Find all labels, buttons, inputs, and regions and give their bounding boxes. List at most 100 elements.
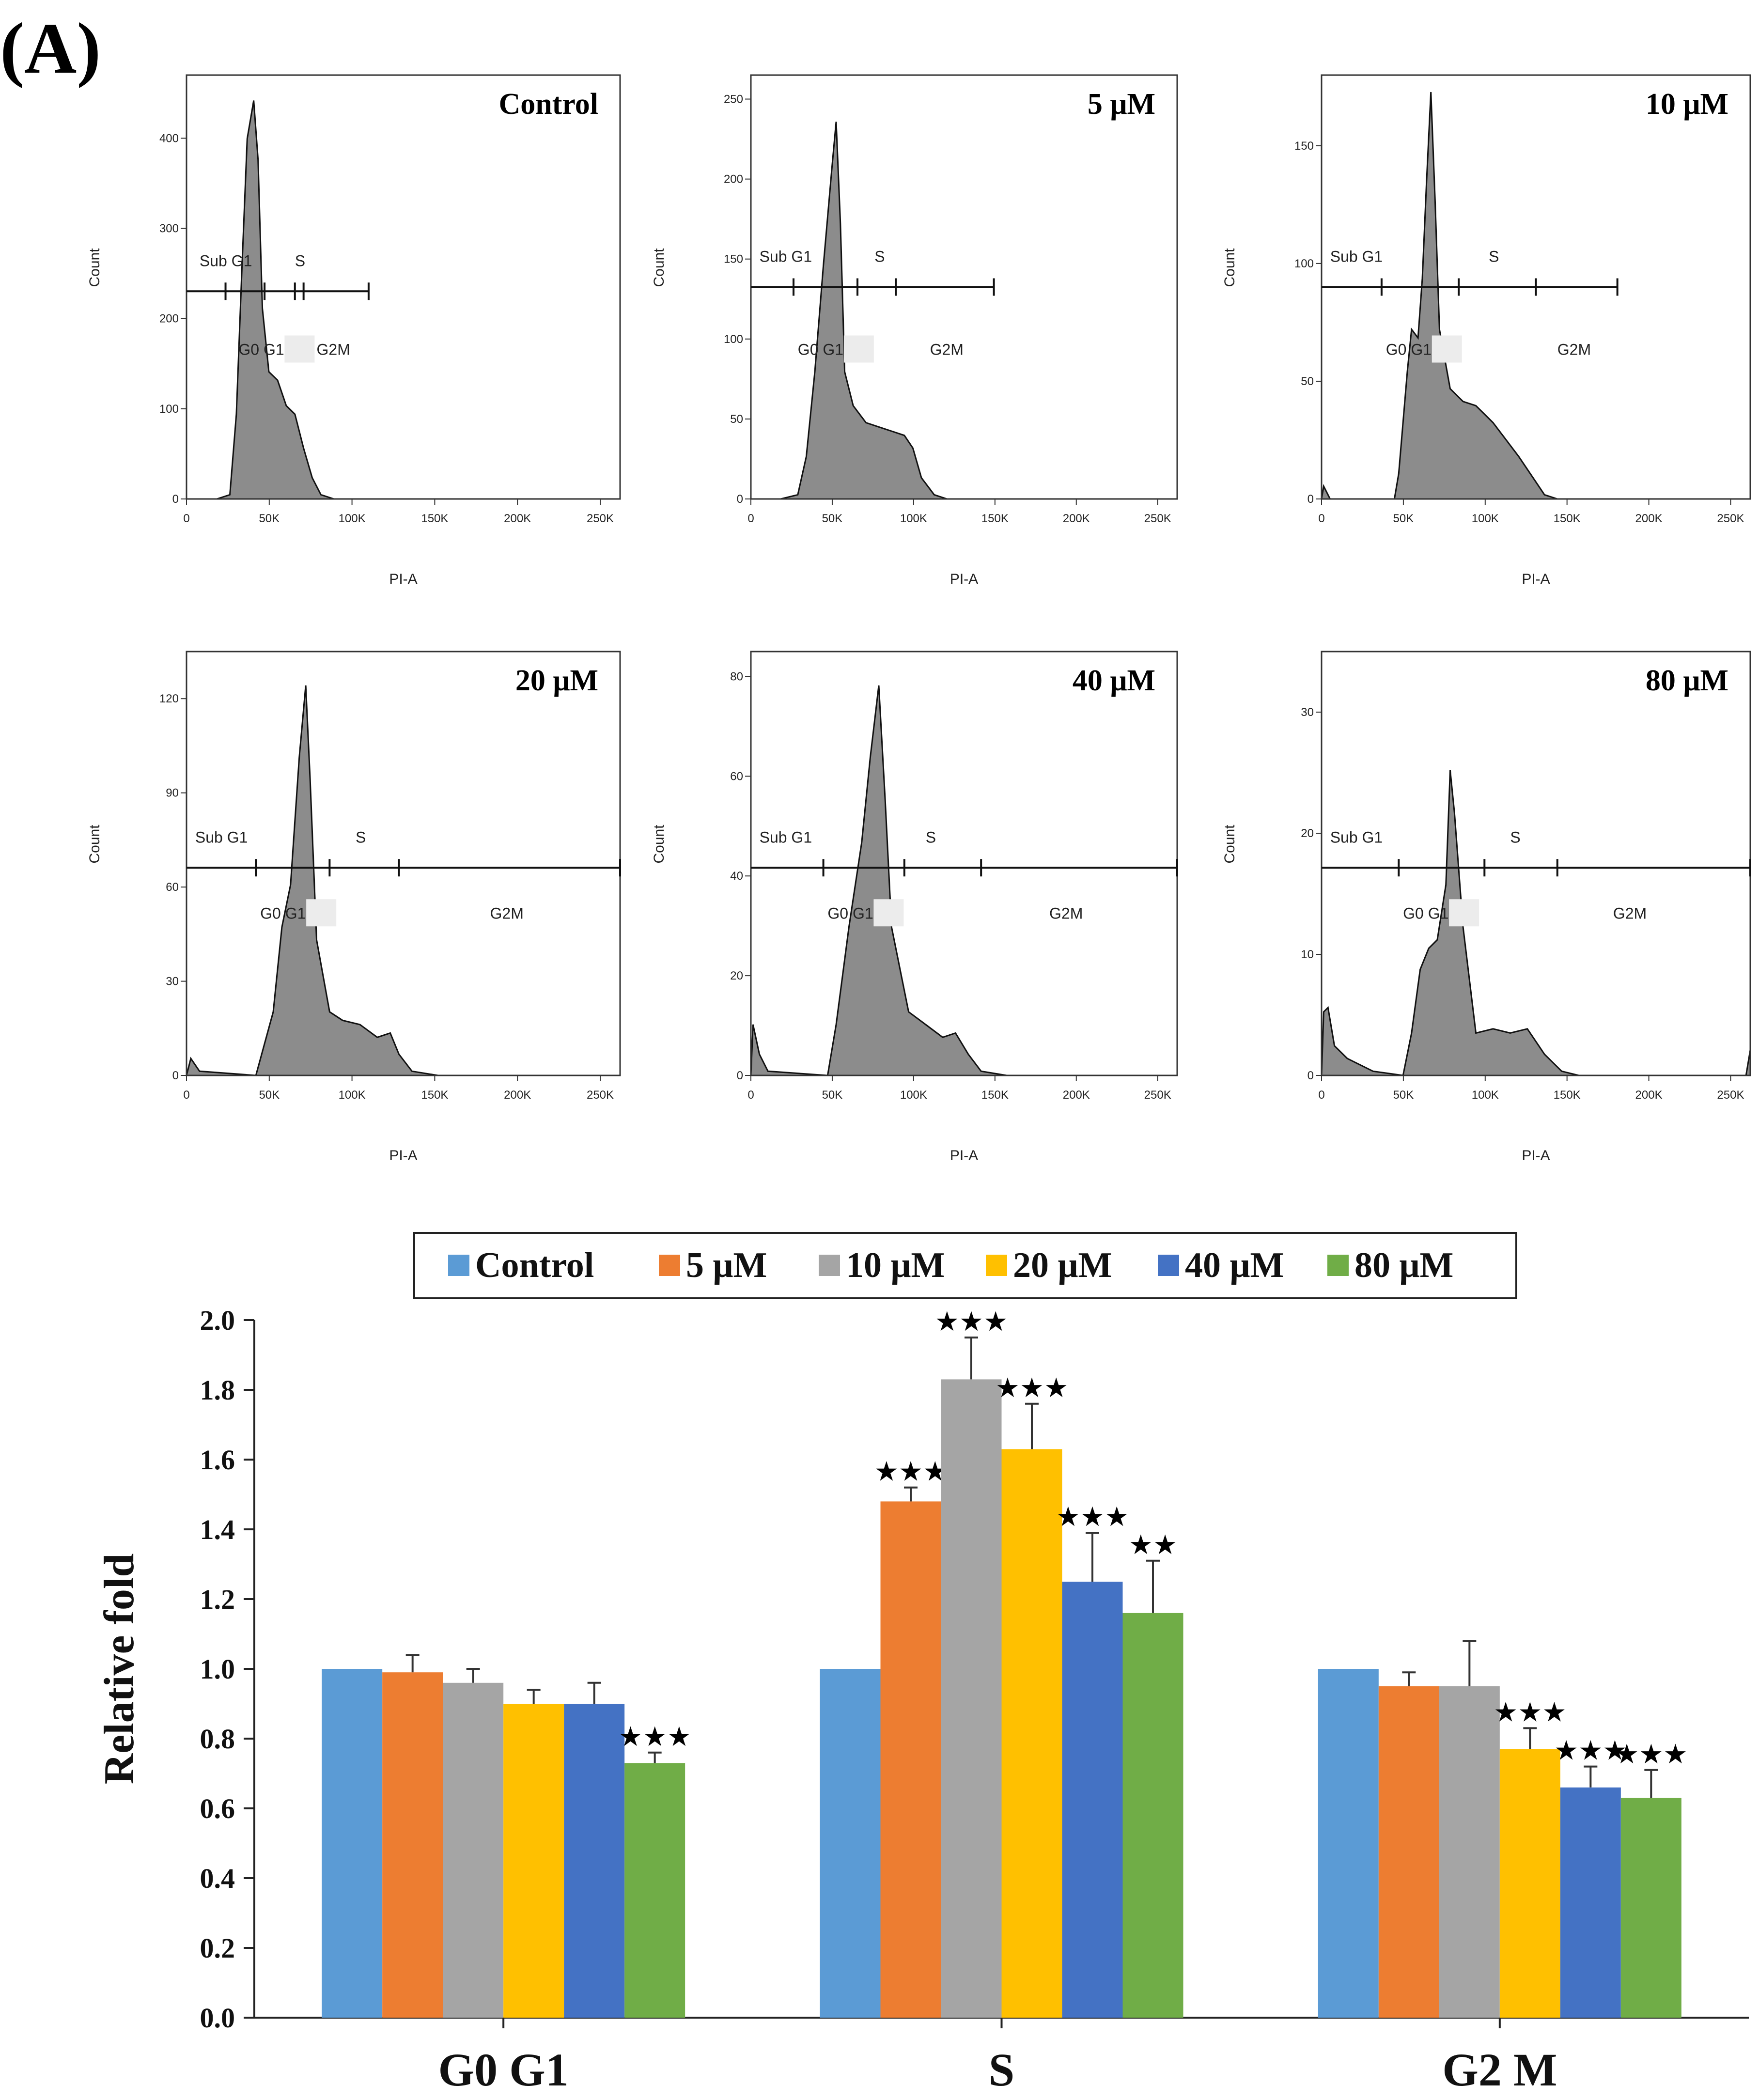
bar: [1062, 1582, 1123, 2018]
legend-swatch: [1158, 1255, 1179, 1276]
gate-label-sub-g1: Sub G1: [760, 248, 812, 265]
gate-label-sub-g1: Sub G1: [1330, 828, 1383, 846]
x-tick-label: 150K: [981, 512, 1009, 525]
histogram-panel: 0 50 100 150 200 250 0 50K 100K 150K 200K 250K PI-A C…: [651, 74, 1178, 587]
x-tick-label: 50K: [1393, 512, 1414, 525]
bar: [1439, 1686, 1500, 2018]
gate-label-g2m: G2M: [490, 904, 524, 922]
x-tick-label: 200K: [1635, 1089, 1663, 1102]
gate-label-s: S: [1510, 828, 1520, 846]
x-tick-label: 200K: [1635, 512, 1663, 525]
x-tick-label: 100K: [900, 1089, 927, 1102]
bar: [941, 1379, 1002, 2018]
bar-y-tick-label: 1.0: [200, 1653, 235, 1685]
bar: [382, 1672, 443, 2018]
y-tick-label: 100: [724, 333, 743, 346]
x-tick-label: 250K: [1717, 1089, 1744, 1102]
condition-title: Control: [498, 88, 598, 121]
histogram-curve: [751, 122, 1177, 500]
histogram-panel: 0 50 100 150 0 50K 100K 150K 200K 250K PI-A Count Su…: [1222, 74, 1751, 587]
gate-label-g0g1: G0 G1: [1403, 904, 1448, 922]
y-tick-label: 40: [730, 870, 743, 883]
bar-y-axis-label: Relative fold: [96, 1554, 143, 1785]
gate-label-g2m: G2M: [1049, 904, 1083, 922]
significance-marker: ★★★: [618, 1721, 691, 1753]
x-tick-label: 50K: [259, 1089, 280, 1102]
x-tick-label: 0: [183, 1089, 189, 1102]
y-tick-label: 0: [737, 1069, 743, 1082]
gate-label-g0g1: G0 G1: [1386, 341, 1432, 358]
gate-label-g0g1: G0 G1: [798, 341, 843, 358]
gate-label-sub-g1: Sub G1: [760, 828, 812, 846]
significance-marker: ★★★: [996, 1372, 1069, 1404]
bar-y-tick-label: 0.6: [200, 1793, 235, 1824]
y-tick-label: 60: [730, 770, 743, 783]
y-axis-label: Count: [87, 248, 103, 287]
gate-label-sub-g1: Sub G1: [1330, 248, 1383, 265]
legend-swatch: [819, 1255, 840, 1276]
y-tick-label: 0: [737, 493, 743, 506]
bar-y-tick-label: 0.0: [200, 2002, 235, 2034]
x-axis-label: PI-A: [1522, 1148, 1550, 1164]
histogram-panel: 0 100 200 300 400 0 50K 100K 150K 200K 250K PI-A Cou…: [87, 74, 621, 587]
x-axis-label: PI-A: [950, 571, 978, 587]
x-tick-label: 200K: [1063, 1089, 1090, 1102]
x-tick-label: 100K: [339, 1089, 366, 1102]
legend: Control 5 μM 10 μM 20 μM 40 μM 80 μM: [413, 1232, 1517, 1299]
bar: [564, 1704, 625, 2018]
bar-y-tick-label: 0.8: [200, 1723, 235, 1755]
gate-label-s: S: [356, 828, 366, 846]
gate-label-g2m: G2M: [1557, 341, 1591, 358]
y-tick-label: 60: [166, 881, 179, 894]
y-tick-label: 0: [1308, 493, 1314, 506]
y-tick-label: 200: [159, 312, 179, 326]
y-tick-label: 80: [730, 670, 743, 683]
x-tick-label: 150K: [421, 1089, 448, 1102]
condition-title: 10 μM: [1646, 88, 1728, 121]
gate-label-g0g1: G0 G1: [827, 904, 873, 922]
y-tick-label: 100: [1294, 257, 1314, 270]
y-tick-label: 150: [1294, 140, 1314, 153]
y-axis-label: Count: [651, 248, 667, 287]
x-tick-label: 100K: [1472, 512, 1499, 525]
x-axis-label: PI-A: [950, 1148, 978, 1164]
significance-marker: ★★★: [1554, 1735, 1627, 1767]
x-tick-label: 250K: [1717, 512, 1744, 525]
y-tick-label: 0: [1308, 1069, 1314, 1082]
significance-marker: ★★★: [874, 1456, 948, 1488]
histogram-frame: [186, 74, 621, 500]
gate-label-g2m: G2M: [1613, 904, 1647, 922]
significance-marker: ★★★: [935, 1306, 1008, 1338]
x-tick-label: 250K: [587, 512, 614, 525]
bar: [1122, 1613, 1183, 2018]
significance-marker: ★★★: [1494, 1696, 1567, 1728]
x-tick-label: 250K: [1144, 512, 1171, 525]
bar-chart: 0.0 0.2 0.4 0.6 0.8 1.0 1.2 1.4 1.6 1.8 2.0 Relativ…: [96, 1232, 1749, 2096]
legend-swatch: [448, 1255, 469, 1276]
x-tick-label: 250K: [587, 1089, 614, 1102]
bar-y-tick-label: 1.8: [200, 1374, 235, 1406]
bar-y-tick-label: 0.2: [200, 1932, 235, 1964]
bar-y-tick-label: 1.4: [200, 1514, 235, 1545]
significance-marker: ★★: [1129, 1529, 1177, 1561]
y-tick-label: 50: [1301, 375, 1314, 388]
y-tick-label: 120: [159, 692, 179, 705]
gate-label-backdrop: [1432, 335, 1462, 363]
condition-title: 20 μM: [515, 664, 598, 697]
gate-label-sub-g1: Sub G1: [200, 252, 252, 269]
bar-y-tick-label: 2.0: [200, 1305, 235, 1336]
x-axis-label: PI-A: [1522, 571, 1550, 587]
y-tick-label: 250: [724, 93, 743, 106]
bar: [820, 1669, 881, 2018]
x-tick-label: 50K: [822, 1089, 843, 1102]
gate-label-backdrop: [843, 335, 874, 363]
x-tick-label: 0: [747, 1089, 754, 1102]
bar: [624, 1763, 685, 2018]
y-tick-label: 20: [1301, 827, 1314, 840]
y-tick-label: 150: [724, 253, 743, 266]
x-tick-label: 200K: [504, 1089, 531, 1102]
x-tick-label: 0: [1318, 1089, 1324, 1102]
bar: [1378, 1686, 1439, 2018]
legend-swatch: [659, 1255, 680, 1276]
